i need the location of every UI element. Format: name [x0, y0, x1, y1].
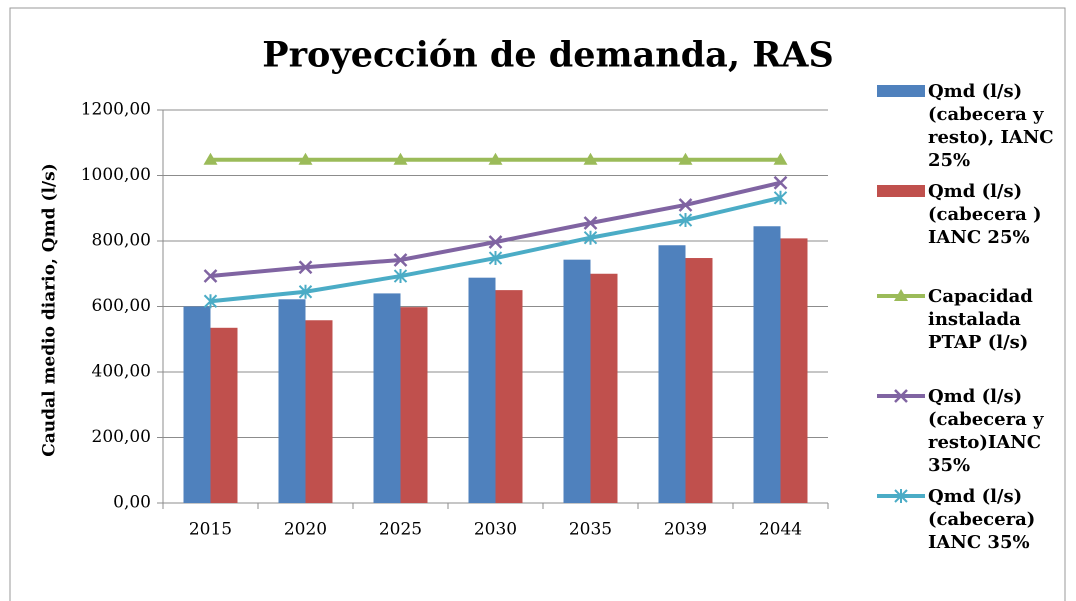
- point: [203, 269, 218, 283]
- bar: [305, 320, 333, 503]
- point: [393, 253, 408, 267]
- x-tick-label: 2044: [759, 520, 802, 540]
- y-tick-label: 200,00: [92, 427, 151, 447]
- bar: [278, 299, 306, 503]
- y-tick-label: 400,00: [92, 362, 151, 382]
- bar: [495, 290, 523, 503]
- point: [678, 213, 693, 228]
- point: [488, 251, 503, 266]
- y-tick-label: 800,00: [92, 231, 151, 251]
- bar: [210, 327, 238, 503]
- point: [488, 235, 503, 249]
- y-tick-label: 1200,00: [81, 100, 151, 120]
- point: [298, 260, 313, 275]
- x-tick-label: 2035: [569, 520, 612, 540]
- bar: [183, 306, 211, 503]
- x-tick-label: 2030: [474, 520, 517, 540]
- point: [203, 294, 218, 309]
- legend-label: Qmd (l/s) (cabecera) IANC 35%: [928, 486, 1036, 553]
- y-axis-label: Caudal medio diario, Qmd (l/s): [40, 163, 60, 456]
- point: [773, 152, 788, 165]
- bar: [780, 238, 808, 503]
- bar: [685, 258, 713, 503]
- x-tick-label: 2015: [189, 520, 232, 540]
- legend-label: Qmd (l/s) (cabecera y resto), IANC 25%: [928, 81, 1054, 171]
- y-tick-label: 600,00: [92, 296, 151, 316]
- point: [203, 152, 218, 165]
- legend-marker: [894, 489, 908, 503]
- bar: [590, 273, 618, 503]
- point: [393, 269, 408, 284]
- x-tick-label: 2020: [284, 520, 327, 540]
- point: [678, 198, 693, 212]
- point: [488, 152, 503, 165]
- bar: [400, 307, 428, 503]
- x-tick-label: 2025: [379, 520, 422, 540]
- point: [583, 230, 598, 245]
- legend-swatch: [877, 85, 925, 97]
- point: [773, 175, 788, 190]
- point: [393, 152, 408, 165]
- chart-title: Proyección de demanda, RAS: [262, 35, 833, 76]
- point: [678, 152, 693, 165]
- y-tick-label: 1000,00: [81, 165, 151, 185]
- legend-label: Qmd (l/s) (cabecera y resto)IANC 35%: [928, 386, 1044, 476]
- point: [298, 152, 313, 165]
- y-tick-label: 0,00: [113, 493, 151, 513]
- x-tick-label: 2039: [664, 520, 707, 540]
- chart-frame: [9, 7, 1066, 601]
- point: [773, 190, 788, 205]
- legend-marker: [894, 389, 908, 403]
- bar: [658, 245, 686, 503]
- legend-swatch: [877, 185, 925, 197]
- legend-marker: [894, 289, 908, 301]
- point: [583, 152, 598, 165]
- bar: [468, 277, 496, 503]
- legend-label: Capacidad instalada PTAP (l/s): [928, 286, 1033, 353]
- point: [583, 216, 598, 230]
- bar: [753, 226, 781, 503]
- bar: [373, 293, 401, 503]
- point: [298, 284, 313, 299]
- legend-label: Qmd (l/s) (cabecera ) IANC 25%: [928, 181, 1042, 248]
- bar: [563, 259, 591, 503]
